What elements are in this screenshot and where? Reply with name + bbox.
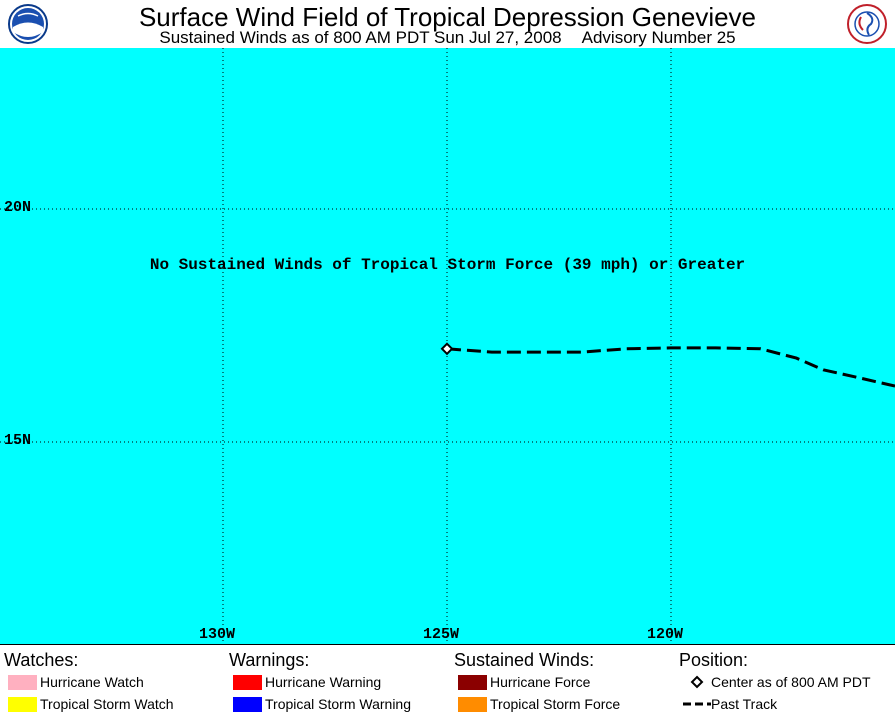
legend-heading: Watches: [4,650,79,670]
storm-center-marker [440,342,454,356]
noaa-logo-icon [8,4,48,44]
legend-heading: Warnings: [229,650,310,670]
tropical-storm-force-swatch [458,697,487,712]
tropical-storm-warning-swatch [233,697,262,712]
legend-warnings: Warnings: Hurricane Warning Tropical Sto… [229,649,454,715]
map-header: Surface Wind Field of Tropical Depressio… [0,0,895,48]
map-title: Surface Wind Field of Tropical Depressio… [138,2,757,32]
legend-item: Hurricane Warning [229,671,454,693]
past-track-path [446,346,895,388]
subtitle-advisory-number: Advisory Number 25 [581,28,736,47]
legend-label: Hurricane Force [490,674,591,690]
legend-heading: Sustained Winds: [454,650,595,670]
no-tropical-storm-winds-notice: No Sustained Winds of Tropical Storm For… [149,256,746,274]
legend-item: Hurricane Force [454,671,679,693]
map-subtitle: Sustained Winds as of 800 AM PDT Sun Jul… [0,28,895,48]
lon-label-125w: 125W [423,626,460,643]
hurricane-warning-swatch [233,675,262,690]
legend-item: Center as of 800 AM PDT [679,671,891,693]
graticule [0,48,895,644]
legend-item: Tropical Storm Warning [229,693,454,715]
hurricane-force-swatch [458,675,487,690]
hurricane-watch-swatch [8,675,37,690]
map-legend: Watches: Hurricane Watch Tropical Storm … [0,644,895,717]
legend-sustained-winds: Sustained Winds: Hurricane Force Tropica… [454,649,679,715]
wind-field-map: 20N 15N 130W 125W 120W No Sustained Wind… [0,48,895,644]
legend-watches: Watches: Hurricane Watch Tropical Storm … [4,649,229,715]
legend-position: Position: Center as of 800 AM PDT Past T… [679,649,891,715]
legend-item: Past Track [679,693,891,715]
legend-label: Tropical Storm Force [490,696,621,712]
legend-label: Tropical Storm Watch [40,696,174,712]
subtitle-advisory-time: Sustained Winds as of 800 AM PDT Sun Jul… [159,28,562,47]
legend-item: Hurricane Watch [4,671,229,693]
legend-heading: Position: [679,650,749,670]
legend-item: Tropical Storm Watch [4,693,229,715]
national-weather-service-logo-icon [847,4,887,44]
lon-label-130w: 130W [199,626,236,643]
diamond-icon [440,342,454,356]
legend-label: Hurricane Warning [265,674,382,690]
legend-label: Tropical Storm Warning [265,696,412,712]
diamond-icon [690,675,704,689]
legend-item: Tropical Storm Force [454,693,679,715]
map-canvas [0,48,895,644]
legend-label: Center as of 800 AM PDT [711,674,871,690]
lon-label-120w: 120W [647,626,684,643]
dashed-line-icon [683,702,711,706]
legend-label: Past Track [711,696,778,712]
legend-label: Hurricane Watch [40,674,144,690]
past-track-line [446,346,895,388]
lat-label-20n: 20N [4,199,32,216]
tropical-storm-watch-swatch [8,697,37,712]
lat-label-15n: 15N [4,432,32,449]
